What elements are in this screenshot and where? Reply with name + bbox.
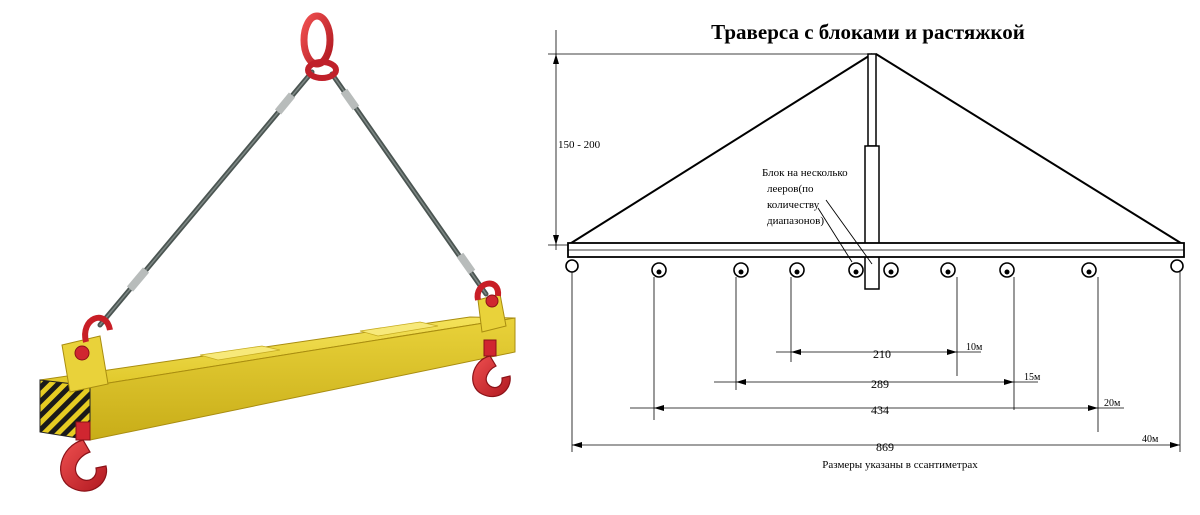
units-footnote: Размеры указаны в ссантиметрах — [822, 459, 978, 471]
range-15m: 15м — [1024, 372, 1041, 383]
dimension-434: 434 — [871, 403, 889, 417]
right-shackle — [474, 280, 502, 308]
left-shackle — [74, 315, 113, 361]
dimension-869: 869 — [876, 440, 894, 454]
range-20m: 20м — [1104, 398, 1121, 409]
left-lug-plate — [61, 335, 109, 393]
dimension-289: 289 — [871, 377, 889, 391]
svg-text:диапазонов): диапазонов) — [767, 215, 824, 227]
range-10m: 10м — [966, 342, 983, 353]
height-dimension-label: 150 - 200 — [558, 139, 601, 151]
beam-front-face — [89, 317, 516, 441]
left-hook-icon — [60, 421, 108, 492]
block-note: Блок на несколько лееров(по количеству д… — [762, 167, 848, 227]
spreader-beam-illustration — [39, 12, 516, 492]
range-40m: 40м — [1142, 434, 1159, 445]
technical-drawing: Траверса с блоками и растяжкой 150 - 200… — [548, 20, 1185, 471]
right-hook-icon — [472, 339, 511, 398]
svg-text:лееров(по: лееров(по — [767, 183, 814, 195]
diagram-title: Траверса с блоками и растяжкой — [711, 20, 1025, 44]
svg-text:количеству: количеству — [767, 199, 820, 211]
pulley-blocks — [565, 259, 1184, 278]
sling-cables — [97, 69, 489, 328]
master-link-ring — [300, 12, 339, 81]
dimension-210: 210 — [873, 347, 891, 361]
svg-text:Блок на несколько: Блок на несколько — [762, 167, 848, 179]
